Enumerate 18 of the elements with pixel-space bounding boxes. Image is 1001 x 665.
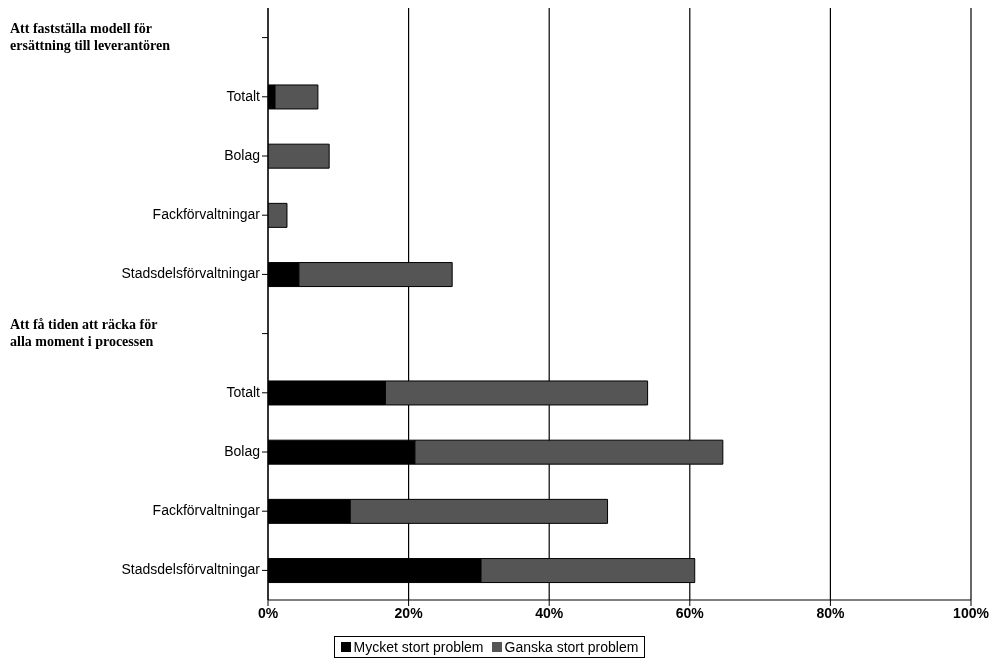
legend-label: Mycket stort problem	[352, 639, 484, 655]
x-tick-label: 100%	[953, 604, 990, 621]
x-tick-label: 80%	[816, 604, 845, 621]
y-tick-label: Bolag	[224, 442, 260, 459]
legend-label: Ganska stort problem	[503, 639, 639, 655]
text: Att få tiden att räcka för alla moment i processen	[10, 316, 158, 349]
x-tick-label: 40%	[535, 604, 564, 621]
y-tick-label: Fackförvaltningar	[152, 501, 261, 518]
y-tick-label: Bolag	[224, 146, 260, 163]
text: Att fastställa modell för ersättning till leverantören	[10, 20, 171, 53]
y-tick-label: Totalt	[226, 383, 261, 400]
x-tick-label: 20%	[394, 604, 424, 621]
y-tick-label: Fackförvaltningar	[152, 205, 261, 222]
y-tick-label: Stadsdelsförvaltningar	[121, 561, 261, 578]
x-tick-label: 60%	[675, 604, 705, 621]
y-tick-label: Stadsdelsförvaltningar	[121, 265, 261, 282]
x-tick-label: 0%	[257, 604, 279, 621]
y-tick-label: Totalt	[226, 87, 261, 104]
